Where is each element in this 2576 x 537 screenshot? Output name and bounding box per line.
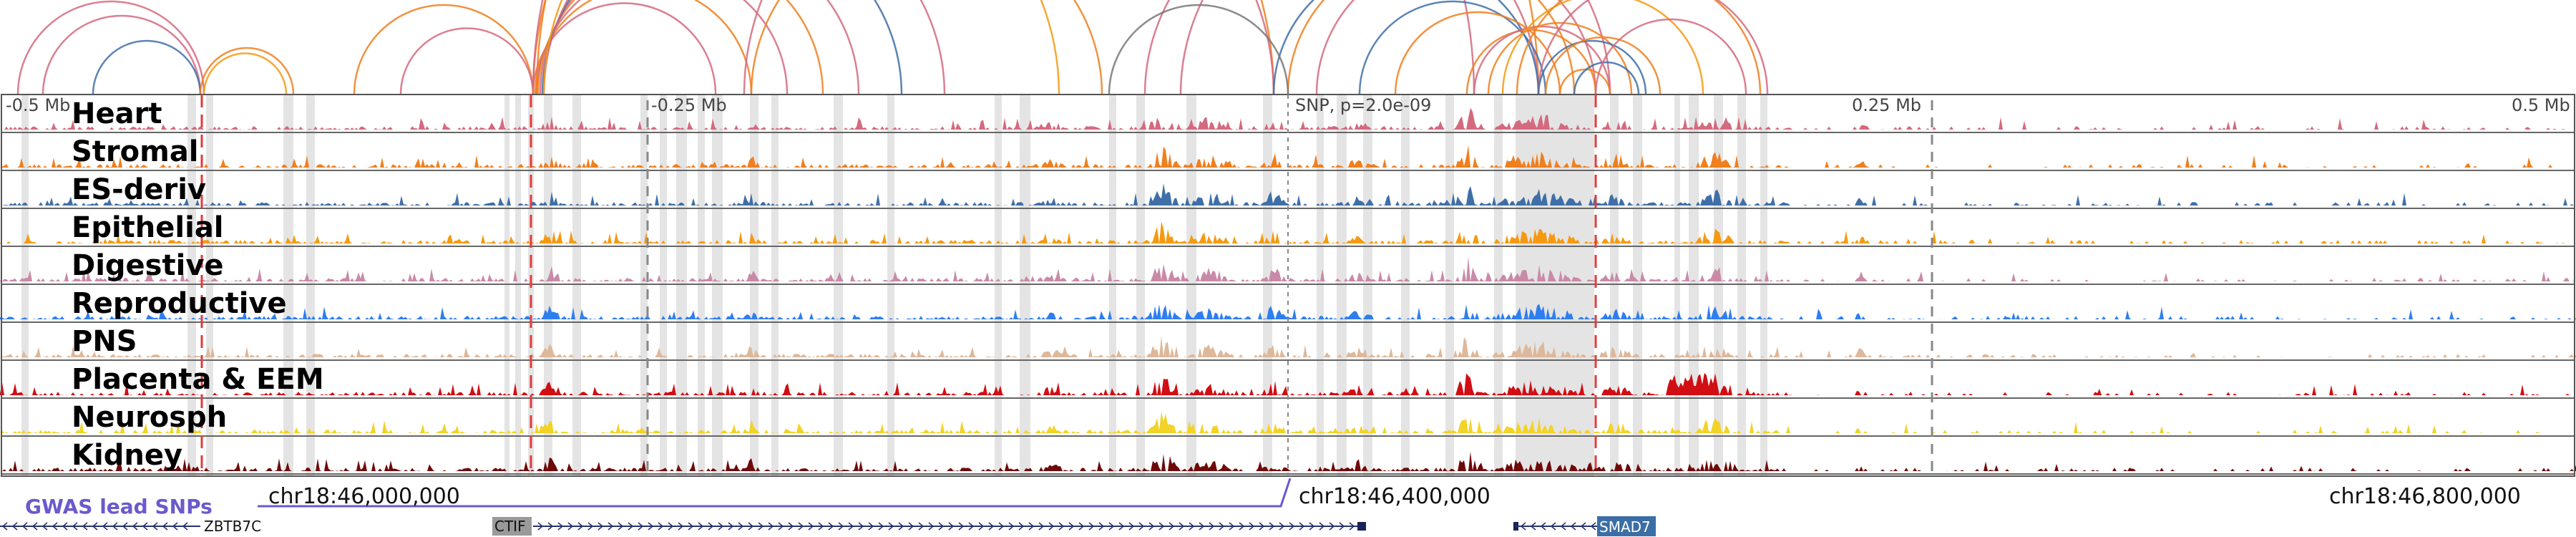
track-label-epithelial: Epithelial [72,211,224,244]
signal-track-0 [0,108,2576,132]
coordinate-46000000: chr18:46,000,000 [268,484,460,509]
highlight-column [660,95,667,476]
highlight-column [21,95,29,476]
highlight-column [1689,95,1699,476]
highlight-column [676,95,687,476]
chromatin-loop-arc [751,0,1102,95]
track-label-placenta-eem: Placenta & EEM [72,363,324,396]
chromatin-loop-arc [540,0,859,95]
chromatin-loop-arc [354,5,533,95]
highlight-column [1186,95,1196,476]
track-label-stromal: Stromal [72,135,199,168]
chromatin-loop-arc [1109,5,1288,95]
highlight-column [1317,95,1324,476]
chromatin-loop-arc [537,0,1538,95]
chromatin-loop-arc [544,0,1059,95]
track-label-digestive: Digestive [72,249,224,282]
coordinate-46400000: chr18:46,400,000 [1299,484,1491,509]
signal-area [0,183,2576,205]
signal-track-7 [0,373,2576,398]
gene-label-smad7: SMAD7 [1599,518,1651,536]
highlight-column [995,95,1002,476]
axis-label-plus-0-25: 0.25 Mb [1852,95,1921,115]
axis-label-plus-0-5: 0.5 Mb [2512,95,2570,115]
highlight-column [1337,95,1347,476]
axis-label-minus-0-5: -0.5 Mb [6,95,70,115]
chromatin-loop-arc [1560,69,1610,95]
signal-track-2 [0,183,2576,208]
chromatin-loop-arc [533,0,1474,95]
highlight-column [1523,95,1581,476]
track-label-kidney: Kidney [72,439,182,472]
highlight-column [1109,95,1116,476]
highlight-column [306,95,315,476]
track-label-reproductive: Reproductive [72,287,287,320]
highlight-column [1020,95,1030,476]
chromatin-loop-arc [542,0,902,95]
highlight-column [1581,95,1594,476]
highlight-column [1737,95,1746,476]
signal-area [0,108,2576,130]
highlight-column [504,95,509,476]
track-label-heart: Heart [72,97,162,130]
highlight-column [1633,95,1642,476]
highlight-column [712,95,723,476]
highlight-column [834,95,843,476]
signal-track-9 [0,452,2576,474]
highlight-column [887,95,894,476]
chromatin-loop-arc [93,41,200,95]
track-label-neurosph: Neurosph [72,401,227,434]
gene-label-zbtb7c: ZBTB7C [204,518,261,535]
gwas-track: GWAS lead SNPs [25,478,1290,518]
highlight-column [750,95,758,476]
chromatin-loop-arc [535,0,751,95]
chromatin-loop-arc [744,0,1274,95]
highlight-column [1136,95,1145,476]
gwas-label: GWAS lead SNPs [25,495,213,518]
coordinate-46800000: chr18:46,800,000 [2329,484,2521,509]
highlight-column [1263,95,1272,476]
accessibility-tracks [0,108,2576,474]
snp-pvalue-label: SNP, p=2.0e-09 [1295,95,1431,115]
genome-browser-view: -0.5 Mb -0.25 Mb SNP, p=2.0e-09 0.25 Mb … [0,0,2576,537]
highlight-column [515,95,521,476]
highlight-column [1445,95,1454,476]
highlight-column [544,95,552,476]
highlight-column [1363,95,1372,476]
chromatin-loop-arc [1474,26,1610,95]
highlight-column [283,95,293,476]
highlight-column [1401,95,1410,476]
track-label-es-deriv: ES-deriv [72,173,206,206]
highlight-marker-lines [202,95,1596,476]
highlight-column [1674,95,1680,476]
highlight-column [1610,95,1619,476]
chromatin-loop-arcs [18,0,1767,95]
highlight-column [1494,95,1503,476]
chromatin-loop-arc [18,1,204,95]
gene-label-ctif: CTIF [494,518,526,535]
highlight-column [771,95,779,476]
axis-label-minus-0-25: -0.25 Mb [651,95,727,115]
highlight-column [1516,95,1523,476]
highlight-column [1760,95,1767,476]
track-label-pns: PNS [72,325,137,358]
ctif-end-exon [1357,522,1366,531]
peak-highlight-columns [21,95,1767,476]
highlight-column [572,95,581,476]
gene-track: ZBTB7C CTIF SMAD7 [0,516,1656,536]
signal-area [0,373,2576,395]
chromatin-loop-arc [1596,19,1746,95]
highlight-column [698,95,705,476]
chromatin-loop-arc [1517,0,1760,95]
